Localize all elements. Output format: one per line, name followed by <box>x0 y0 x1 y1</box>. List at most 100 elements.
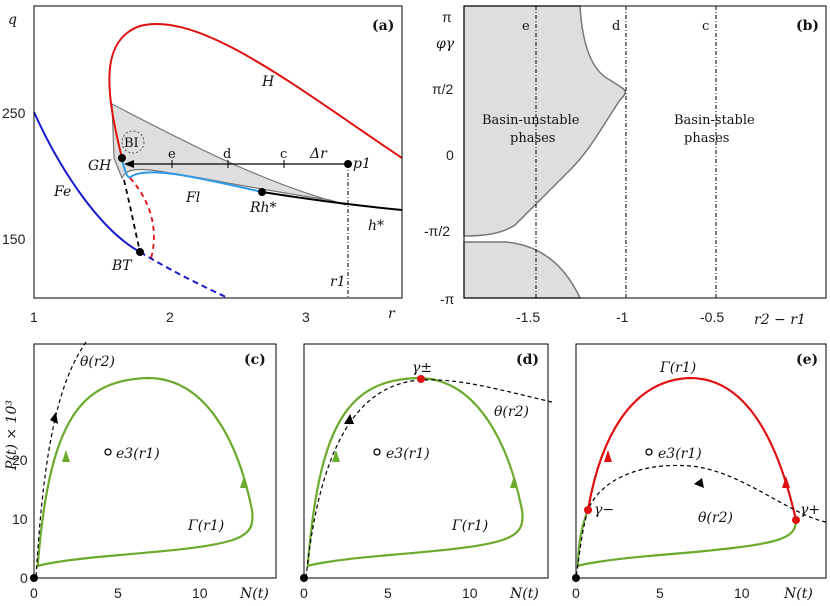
panel-d-xtick-5: 5 <box>384 585 392 601</box>
panel-b-xtick-1: -1.5 <box>516 309 540 325</box>
e3-label-c: e3(r1) <box>116 446 160 462</box>
bi-circle <box>121 130 145 154</box>
label-Fl: Fl <box>185 190 200 206</box>
label-BT: BT <box>111 258 133 274</box>
orbit-gamma-e-red <box>586 376 798 521</box>
label-delta: Δr <box>309 146 328 162</box>
col-label-c: c <box>702 19 709 34</box>
panel-d-xlabel: N(t) <box>509 586 539 602</box>
gamma-minus-point <box>584 506 592 514</box>
theta-arrow-d <box>344 414 354 424</box>
panel-a: (a) q r 1 2 3 150 250 H Fe Fl GH BT Rh* … <box>2 5 403 325</box>
theta-arrow-e <box>694 478 704 488</box>
panel-c-tag: (c) <box>244 352 266 368</box>
panel-b-xlabel: r2 − r1 <box>754 312 806 328</box>
panel-b-ytick-pi: π <box>442 9 452 25</box>
theta-curve-c <box>35 341 87 579</box>
gamma-label-c: Γ(r1) <box>187 518 224 534</box>
curve-hstar <box>261 191 403 211</box>
e3-label-e: e3(r1) <box>658 446 702 462</box>
panel-c-xtick-10: 10 <box>192 585 208 601</box>
panel-b-xtick-2: -1 <box>616 309 629 325</box>
col-label-e: e <box>522 19 530 34</box>
panel-d: (d) N(t) 0 5 10 γ± θ(r2) Γ(r1) e3(r1) <box>300 343 553 602</box>
panel-e-tag: (e) <box>796 352 818 368</box>
theta-curve-e <box>575 464 827 579</box>
gplus-label: γ+ <box>800 502 820 518</box>
panel-e-frame <box>575 343 827 579</box>
mark-e: e <box>168 147 176 162</box>
panel-a-ytick-250: 250 <box>2 105 26 121</box>
panel-a-tag: (a) <box>372 18 394 34</box>
label-BI: BI <box>124 136 139 151</box>
stable-label-2: phases <box>684 131 729 146</box>
panel-b-ytick-pi2: π/2 <box>432 81 454 97</box>
panel-b-tag: (b) <box>796 18 819 34</box>
label-p1: p1 <box>353 156 371 172</box>
point-p1 <box>344 160 352 168</box>
panel-b-upper-basin <box>463 5 626 237</box>
panel-c-ytick-20: 20 <box>12 452 28 468</box>
unstable-label-2: phases <box>510 131 555 146</box>
panel-c-xtick-0: 0 <box>30 585 38 601</box>
e3-label-d: e3(r1) <box>386 446 430 462</box>
mark-c: c <box>280 147 287 162</box>
orbit-arrow-e-right <box>782 476 790 488</box>
panel-b: (b) φγ r2 − r1 π π/2 0 -π/2 -π -1.5 -1 -… <box>424 5 827 328</box>
label-Rh: Rh* <box>249 200 277 216</box>
curve-H <box>108 23 403 159</box>
label-hstar: h* <box>368 218 384 234</box>
curve-Fe-dashed <box>139 251 229 299</box>
mark-d: d <box>223 147 231 162</box>
e3-point-c <box>104 448 112 456</box>
panel-b-ytick-mpi: -π <box>440 291 455 307</box>
theta-label-c: θ(r2) <box>80 354 115 370</box>
panel-d-xtick-10: 10 <box>462 585 478 601</box>
panel-c-xlabel: N(t) <box>239 586 269 602</box>
panel-d-frame <box>303 343 549 579</box>
label-GH: GH <box>88 158 112 174</box>
theta-curve-d <box>305 379 553 579</box>
curve-Fe <box>33 111 141 253</box>
panel-d-tag: (d) <box>516 352 539 368</box>
theta-label-d: θ(r2) <box>494 404 529 420</box>
orbit-arrow-c-left <box>62 450 70 462</box>
label-H: H <box>261 74 275 90</box>
unstable-label-1: Basin-unstable <box>482 113 580 128</box>
panel-a-xtick-2: 2 <box>166 309 174 325</box>
panel-b-ytick-mpi2: -π/2 <box>424 223 450 239</box>
panel-c: (c) P(t) × 10³ N(t) 0 10 20 0 5 10 θ(r2)… <box>4 341 277 602</box>
e3-point-e <box>645 448 653 456</box>
panel-b-ytick-0: 0 <box>446 147 454 163</box>
panel-a-xtick-3: 3 <box>302 309 310 325</box>
panel-a-shaded-region <box>111 102 347 206</box>
orbit-arrow-d-right <box>510 476 518 488</box>
theta-label-e: θ(r2) <box>698 510 733 526</box>
panel-a-ylabel: q <box>8 12 17 28</box>
stable-label-1: Basin-stable <box>674 113 755 128</box>
curve-dashed-black <box>123 179 141 253</box>
orbit-arrow-c-right <box>240 476 248 488</box>
point-BT <box>136 248 144 256</box>
gminus-label: γ− <box>594 502 614 518</box>
panel-e-xtick-10: 10 <box>734 585 750 601</box>
panel-c-ytick-0: 0 <box>20 570 28 586</box>
panel-d-xtick-0: 0 <box>300 585 308 601</box>
label-Fe: Fe <box>53 184 71 200</box>
panel-e-xlabel: N(t) <box>783 586 813 602</box>
panel-a-xtick-1: 1 <box>30 309 38 325</box>
panel-e: (e) N(t) 0 5 10 Γ(r1) e3(r1) θ(r2) γ− γ+ <box>572 343 827 602</box>
panel-a-ytick-150: 150 <box>2 231 26 247</box>
gpm-label: γ± <box>412 360 432 376</box>
curve-Fl <box>121 159 263 193</box>
panel-b-ylabel: φγ <box>436 36 455 52</box>
panel-b-frame <box>463 5 827 299</box>
panel-a-frame <box>33 5 403 299</box>
panel-c-frame <box>33 343 277 579</box>
col-label-d: d <box>612 19 620 34</box>
orbit-gamma-e-green <box>576 509 798 568</box>
gamma-pm-point <box>417 375 425 383</box>
e3-point-d <box>373 448 381 456</box>
point-Rh <box>258 188 266 196</box>
